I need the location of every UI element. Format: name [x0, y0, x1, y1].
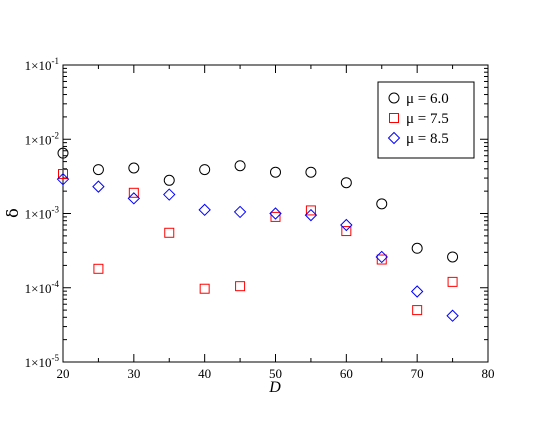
- diamond-point: [163, 188, 176, 201]
- circle-point: [199, 164, 211, 176]
- circle-point: [376, 198, 388, 210]
- x-tick-label: 60: [340, 366, 353, 381]
- diamond-point: [269, 207, 282, 220]
- legend: μ = 6.0 μ = 7.5 μ = 8.5: [377, 81, 475, 159]
- diamond-point: [410, 285, 424, 298]
- circle-point: [411, 242, 423, 254]
- square-point: [305, 205, 316, 216]
- square-point: [341, 226, 352, 237]
- y-tick-label: 1×10-2: [25, 130, 59, 147]
- square-point: [199, 283, 210, 294]
- diamond-point: [375, 250, 388, 264]
- diamond-point: [304, 208, 318, 222]
- data-points: [56, 147, 459, 322]
- circle-point: [234, 160, 246, 172]
- legend-label: μ = 7.5: [406, 111, 449, 127]
- diamond-point: [446, 309, 459, 322]
- square-point: [376, 254, 387, 265]
- square-point: [447, 276, 458, 287]
- legend-marker-circle: [388, 92, 400, 104]
- diamond-point: [56, 172, 70, 186]
- y-axis: 1×10-5 1×10-4 1×10-3 1×10-2 1×10-1: [25, 56, 488, 370]
- x-tick-label: 40: [198, 366, 211, 381]
- circle-point: [163, 174, 175, 186]
- x-tick-label: 80: [482, 366, 495, 381]
- diamond-point: [340, 218, 353, 232]
- x-tick-label: 70: [411, 366, 424, 381]
- legend-label: μ = 6.0: [406, 91, 449, 107]
- diamond-point: [233, 205, 247, 219]
- diamond-point: [92, 180, 105, 193]
- circle-point: [340, 177, 352, 189]
- circle-point: [270, 166, 281, 178]
- y-axis-label: δ: [3, 208, 22, 218]
- y-tick-label: 1×10-3: [25, 205, 60, 222]
- series-circle: [57, 147, 459, 263]
- circle-point: [447, 251, 459, 263]
- circle-point: [305, 166, 317, 178]
- x-tick-label: 20: [57, 366, 70, 381]
- x-axis: 20 30 40 50 60 70 80: [57, 65, 495, 381]
- diamond-point: [198, 203, 211, 217]
- y-tick-label: 1×10-4: [25, 279, 60, 296]
- square-point: [128, 187, 139, 198]
- circle-point: [92, 164, 104, 176]
- x-tick-label: 30: [127, 366, 140, 381]
- legend-marker-square: [389, 113, 399, 123]
- x-tick-label: 50: [269, 366, 282, 381]
- legend-label: μ = 8.5: [406, 131, 449, 147]
- series-square: [58, 169, 458, 316]
- diamond-point: [127, 192, 141, 205]
- circle-point: [128, 162, 140, 174]
- square-point: [164, 227, 175, 238]
- legend-box: [377, 81, 475, 159]
- circle-point: [57, 147, 69, 159]
- square-point: [235, 281, 246, 292]
- series-diamond: [56, 172, 459, 322]
- legend-marker-diamond: [387, 131, 401, 145]
- square-point: [412, 305, 423, 316]
- y-tick-label: 1×10-5: [25, 353, 60, 370]
- y-tick-label: 1×10-1: [25, 56, 59, 73]
- square-point: [58, 169, 68, 180]
- square-point: [93, 263, 104, 274]
- square-point: [270, 211, 281, 222]
- x-axis-label: D: [268, 379, 281, 396]
